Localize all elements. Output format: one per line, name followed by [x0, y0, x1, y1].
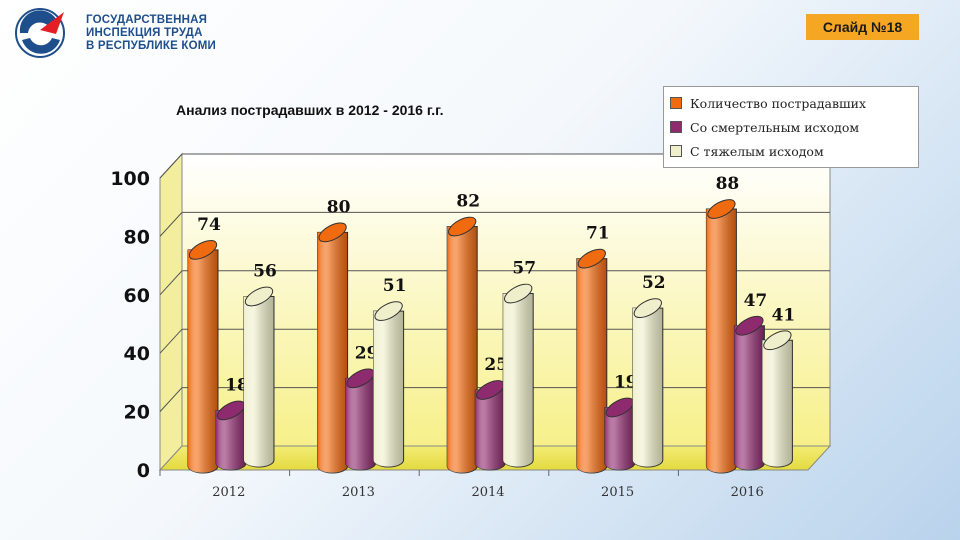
y-tick-label: 20	[124, 402, 150, 424]
x-tick-label: 2014	[471, 485, 504, 500]
gridline	[159, 387, 830, 412]
legend-item-3: С тяжелым исходом	[670, 139, 912, 163]
data-label: 82	[456, 192, 480, 212]
data-label: 18	[225, 375, 249, 395]
bar-2-2013	[345, 368, 377, 471]
legend-label-2: Со смертельным исходом	[690, 119, 860, 135]
bar-1-2012	[187, 240, 219, 474]
bar-3-2016	[761, 330, 793, 468]
bar-1-2015	[576, 248, 608, 474]
legend-swatch-1	[670, 97, 682, 109]
data-label: 74	[197, 215, 221, 235]
legend-swatch-3	[670, 145, 682, 157]
gridline	[159, 270, 830, 296]
bar-3-2012	[243, 286, 275, 468]
data-label: 51	[383, 276, 407, 296]
x-tick-label: 2016	[731, 485, 764, 500]
logo: ГОСУДАРСТВЕННАЯ ИНСПЕКЦИЯ ТРУДА В РЕСПУБ…	[10, 4, 216, 60]
bar-1-2014	[446, 216, 478, 474]
bar-3-2015	[632, 298, 664, 468]
logo-emblem-icon	[15, 8, 65, 58]
data-label: 71	[586, 224, 610, 244]
org-line-2: ИНСПЕКЦИЯ ТРУДА	[86, 27, 203, 39]
x-tick-label: 2015	[601, 485, 634, 500]
y-tick-label: 0	[137, 460, 150, 482]
legend-label-1: Количество пострадавших	[690, 95, 867, 111]
org-line-1: ГОСУДАРСТВЕННАЯ	[86, 14, 208, 26]
slide-number-badge: Слайд №18	[806, 14, 919, 40]
y-tick-label: 100	[110, 168, 150, 190]
chart-side-wall	[159, 152, 183, 472]
data-label: 52	[642, 273, 666, 293]
org-line-3: В РЕСПУБЛИКЕ КОМИ	[86, 40, 216, 52]
bar-1-2013	[317, 222, 349, 474]
data-label: 57	[512, 259, 536, 279]
legend-label-3: С тяжелым исходом	[690, 143, 824, 159]
data-label: 19	[614, 373, 638, 393]
bar-1-2016	[705, 199, 737, 474]
legend-swatch-2	[670, 121, 682, 133]
bar-2-2015	[604, 397, 636, 471]
gridline	[159, 153, 830, 179]
chart-title: Анализ пострадавших в 2012 - 2016 г.г.	[176, 102, 444, 118]
data-label: 41	[772, 305, 796, 325]
data-label: 80	[327, 197, 351, 217]
data-label: 88	[716, 174, 740, 194]
data-label: 47	[744, 291, 768, 311]
bar-3-2013	[373, 301, 405, 468]
legend-item-2: Со смертельным исходом	[670, 115, 912, 139]
bar-2-2012	[215, 400, 247, 471]
legend-item-1: Количество пострадавших	[670, 91, 912, 115]
x-tick-label: 2012	[212, 485, 245, 500]
y-tick-label: 60	[124, 285, 150, 307]
x-tick-label: 2013	[342, 485, 375, 500]
gridline	[159, 328, 830, 354]
y-tick-label: 40	[124, 343, 150, 365]
organization-name: ГОСУДАРСТВЕННАЯ ИНСПЕКЦИЯ ТРУДА В РЕСПУБ…	[86, 14, 216, 53]
chart-legend: Количество пострадавших Со смертельным и…	[663, 86, 919, 168]
bar-2-2016	[733, 315, 765, 471]
gridline	[159, 211, 830, 237]
y-tick-label: 80	[124, 226, 150, 248]
data-label: 25	[484, 355, 508, 375]
data-label: 56	[253, 261, 277, 281]
bar-2-2014	[474, 380, 506, 471]
data-label: 29	[355, 343, 379, 363]
bar-3-2014	[502, 283, 534, 468]
